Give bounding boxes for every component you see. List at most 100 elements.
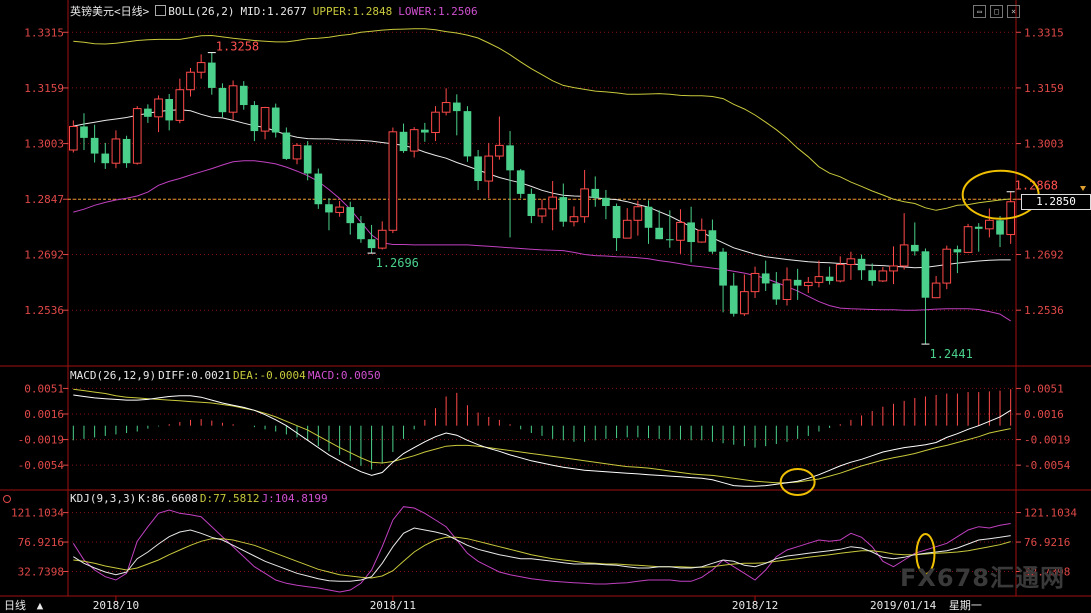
candle[interactable]: [729, 273, 738, 317]
candle[interactable]: [878, 267, 888, 283]
candle[interactable]: [622, 208, 632, 239]
candle[interactable]: [154, 95, 163, 133]
candle[interactable]: [218, 83, 227, 118]
candle[interactable]: [921, 248, 930, 345]
candle[interactable]: [111, 130, 121, 169]
candle[interactable]: [889, 246, 898, 285]
candle[interactable]: [409, 127, 419, 158]
candle[interactable]: [452, 94, 461, 136]
candle[interactable]: [687, 206, 695, 263]
candle[interactable]: [612, 203, 621, 251]
period-selector[interactable]: 日线 ▲: [4, 597, 43, 613]
candle[interactable]: [175, 78, 185, 124]
candle[interactable]: [825, 266, 834, 285]
candle[interactable]: [942, 245, 952, 290]
candle[interactable]: [846, 251, 856, 280]
candle[interactable]: [750, 266, 760, 299]
candle[interactable]: [463, 106, 472, 162]
symbol-title[interactable]: 英镑美元<日线>: [70, 5, 150, 18]
candle[interactable]: [431, 106, 440, 142]
candle[interactable]: [101, 142, 110, 169]
candle[interactable]: [591, 176, 600, 207]
candle[interactable]: [761, 260, 770, 291]
candle[interactable]: [357, 216, 365, 243]
candle[interactable]: [271, 103, 280, 138]
candle[interactable]: [708, 219, 717, 254]
macd-label[interactable]: MACD(26,12,9): [70, 369, 157, 382]
candle[interactable]: [228, 80, 238, 120]
candle[interactable]: [325, 198, 333, 231]
candle[interactable]: [303, 141, 312, 181]
candle[interactable]: [484, 142, 494, 199]
candle[interactable]: [537, 199, 547, 224]
candle[interactable]: [772, 272, 781, 305]
candle[interactable]: [68, 120, 78, 153]
candle[interactable]: [506, 131, 514, 238]
candle[interactable]: [548, 181, 557, 231]
candle[interactable]: [250, 101, 259, 142]
candle[interactable]: [559, 183, 568, 227]
candle[interactable]: [910, 222, 919, 256]
candle[interactable]: [868, 263, 877, 286]
candle[interactable]: [399, 123, 408, 153]
candle[interactable]: [90, 124, 99, 163]
candle[interactable]: [527, 188, 536, 224]
candle[interactable]: [122, 135, 131, 168]
candle[interactable]: [80, 113, 88, 151]
candle[interactable]: [239, 81, 248, 110]
candle[interactable]: [782, 267, 792, 306]
candle[interactable]: [963, 223, 973, 253]
maximize-icon[interactable]: □: [990, 5, 1003, 18]
candle[interactable]: [719, 248, 727, 313]
candle[interactable]: [644, 200, 653, 244]
candle[interactable]: [314, 168, 323, 209]
settings-dot-icon[interactable]: [3, 495, 11, 503]
candle[interactable]: [697, 218, 707, 243]
candle[interactable]: [516, 168, 525, 199]
close-icon[interactable]: ×: [1007, 5, 1020, 18]
candle[interactable]: [335, 201, 344, 217]
candle[interactable]: [441, 88, 451, 116]
candle[interactable]: [165, 93, 174, 131]
candle[interactable]: [996, 216, 1004, 248]
candle[interactable]: [569, 206, 579, 227]
candle[interactable]: [953, 245, 962, 274]
candle[interactable]: [420, 122, 429, 142]
candle[interactable]: [580, 169, 589, 223]
candle[interactable]: [132, 106, 142, 165]
kdj-label[interactable]: KDJ(9,3,3): [70, 492, 137, 505]
candle[interactable]: [377, 221, 387, 250]
candle[interactable]: [665, 210, 674, 248]
candle[interactable]: [655, 210, 664, 240]
restore-icon[interactable]: ▭: [973, 5, 986, 18]
candle[interactable]: [857, 254, 866, 280]
candle[interactable]: [931, 275, 941, 299]
candle[interactable]: [282, 127, 291, 160]
candle-body: [772, 283, 781, 300]
candle[interactable]: [985, 208, 994, 238]
candle[interactable]: [676, 209, 685, 254]
candlestick-series[interactable]: [68, 52, 1016, 345]
candle[interactable]: [346, 201, 355, 235]
candle[interactable]: [474, 150, 482, 190]
candle[interactable]: [899, 213, 909, 270]
candle[interactable]: [974, 223, 983, 252]
boll-icon[interactable]: [155, 5, 167, 16]
candle[interactable]: [803, 277, 813, 294]
candle[interactable]: [196, 54, 206, 79]
candle[interactable]: [835, 256, 845, 283]
candle[interactable]: [367, 224, 376, 254]
candle[interactable]: [740, 274, 749, 316]
candle[interactable]: [633, 200, 643, 236]
candle[interactable]: [186, 67, 195, 97]
candle[interactable]: [292, 143, 302, 165]
candle[interactable]: [388, 127, 398, 234]
grid-lines: [68, 31, 1086, 573]
candle[interactable]: [260, 106, 270, 140]
candle[interactable]: [814, 260, 824, 288]
candle[interactable]: [495, 116, 504, 160]
candle[interactable]: [144, 104, 152, 123]
candle[interactable]: [793, 268, 802, 300]
candle[interactable]: [207, 52, 216, 95]
candle[interactable]: [602, 189, 610, 220]
